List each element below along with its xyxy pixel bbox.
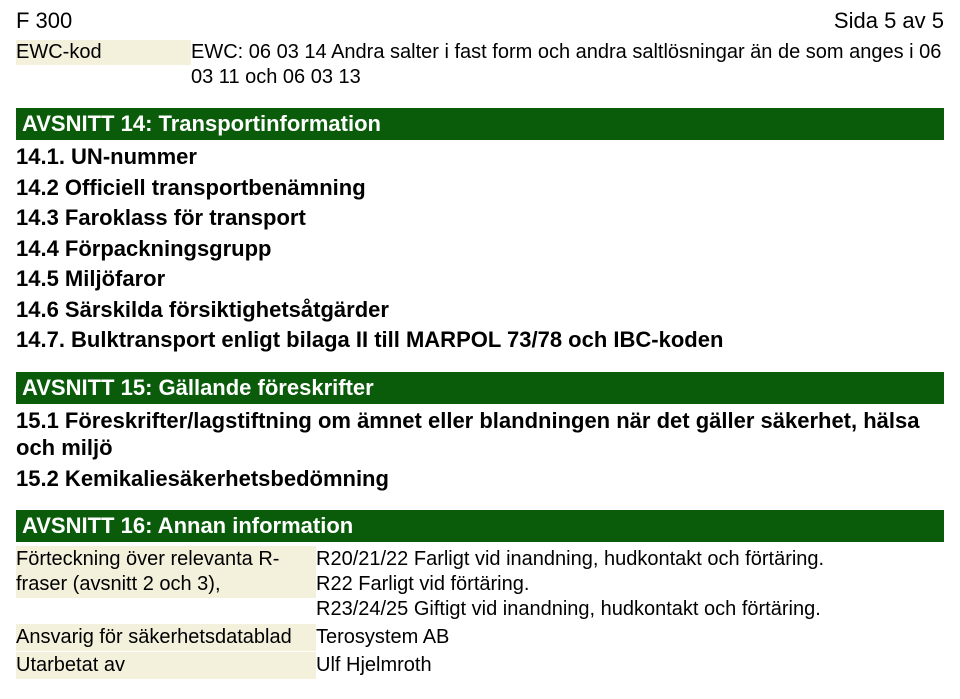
table-row: Utarbetat av Ulf Hjelmroth (16, 652, 944, 679)
page-number: Sida 5 av 5 (834, 8, 944, 34)
prepared-by-label: Utarbetat av (16, 652, 316, 679)
section16-title: AVSNITT 16: Annan information (16, 510, 944, 542)
page: F 300 Sida 5 av 5 EWC-kod EWC: 06 03 14 … (0, 0, 960, 699)
section14-item-5: 14.5 Miljöfaror (16, 265, 944, 293)
responsible-label: Ansvarig för säkerhetsdatablad (16, 624, 316, 651)
header-row: F 300 Sida 5 av 5 (16, 8, 944, 34)
section14-title: AVSNITT 14: Transportinformation (16, 108, 944, 140)
table-row: Ansvarig för säkerhetsdatablad Terosyste… (16, 624, 944, 651)
section15-item-2: 15.2 Kemikaliesäkerhetsbedömning (16, 465, 944, 493)
prepared-by-value: Ulf Hjelmroth (316, 652, 944, 679)
ewc-row: EWC-kod EWC: 06 03 14 Andra salter i fas… (16, 40, 944, 90)
section14-item-3: 14.3 Faroklass för transport (16, 204, 944, 232)
table-row: Förteckning över relevanta R-fraser (avs… (16, 546, 944, 623)
section15-item-1: 15.1 Föreskrifter/lagstiftning om ämnet … (16, 407, 944, 462)
section14-item-6: 14.6 Särskilda försiktighetsåtgärder (16, 296, 944, 324)
section14-item-2: 14.2 Officiell transportbenämning (16, 174, 944, 202)
section14-item-1: 14.1. UN-nummer (16, 143, 944, 171)
doc-id: F 300 (16, 8, 72, 34)
r-phrases-value: R20/21/22 Farligt vid inandning, hudkont… (316, 546, 944, 623)
responsible-value: Terosystem AB (316, 624, 944, 651)
section16-table: Förteckning över relevanta R-fraser (avs… (16, 546, 944, 679)
ewc-label: EWC-kod (16, 40, 191, 65)
section15-title: AVSNITT 15: Gällande föreskrifter (16, 372, 944, 404)
r-phrases-label: Förteckning över relevanta R-fraser (avs… (16, 546, 316, 598)
ewc-desc: EWC: 06 03 14 Andra salter i fast form o… (191, 40, 944, 90)
section14-item-7: 14.7. Bulktransport enligt bilaga II til… (16, 326, 944, 354)
section14-item-4: 14.4 Förpackningsgrupp (16, 235, 944, 263)
